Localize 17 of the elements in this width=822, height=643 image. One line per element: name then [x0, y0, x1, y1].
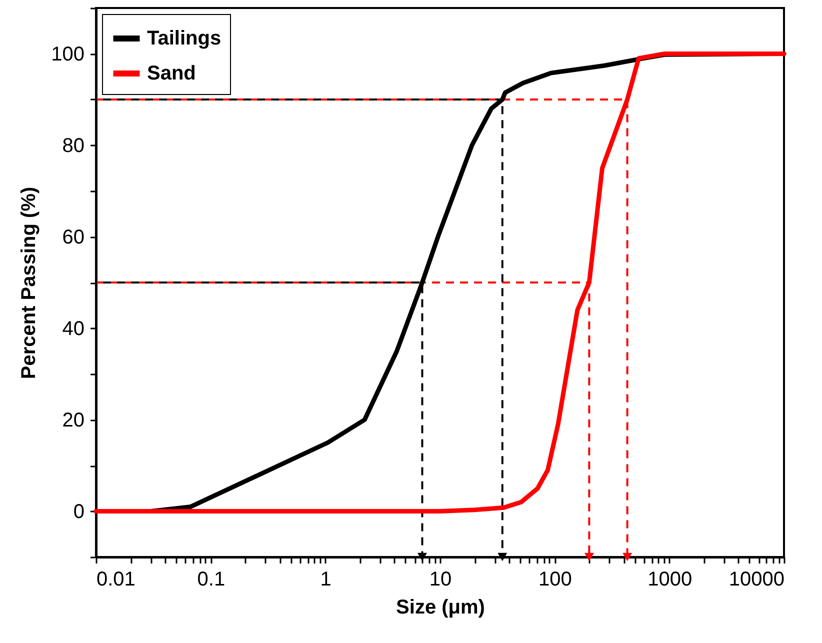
- x-tick-label: 1000: [648, 568, 692, 590]
- x-tick-label: 10: [429, 568, 452, 590]
- y-tick-label: 40: [62, 318, 84, 340]
- x-tick-label: 100: [538, 568, 572, 590]
- x-tick-label: 0.1: [197, 568, 226, 590]
- legend-label: Sand: [147, 62, 196, 84]
- y-tick-label: 60: [62, 226, 84, 248]
- y-tick-label: 100: [51, 43, 84, 66]
- x-tick-label: 10000: [728, 568, 784, 590]
- legend-label: Tailings: [147, 28, 222, 50]
- x-axis-title: Size (μm): [396, 596, 485, 618]
- y-tick-label: 20: [62, 409, 84, 432]
- x-tick-label: 1: [320, 568, 332, 590]
- y-axis-title: Percent Passing (%): [18, 186, 40, 380]
- y-tick-label: 0: [73, 500, 84, 523]
- x-tick-label: 0.01: [96, 568, 136, 590]
- y-tick-label: 80: [62, 134, 84, 157]
